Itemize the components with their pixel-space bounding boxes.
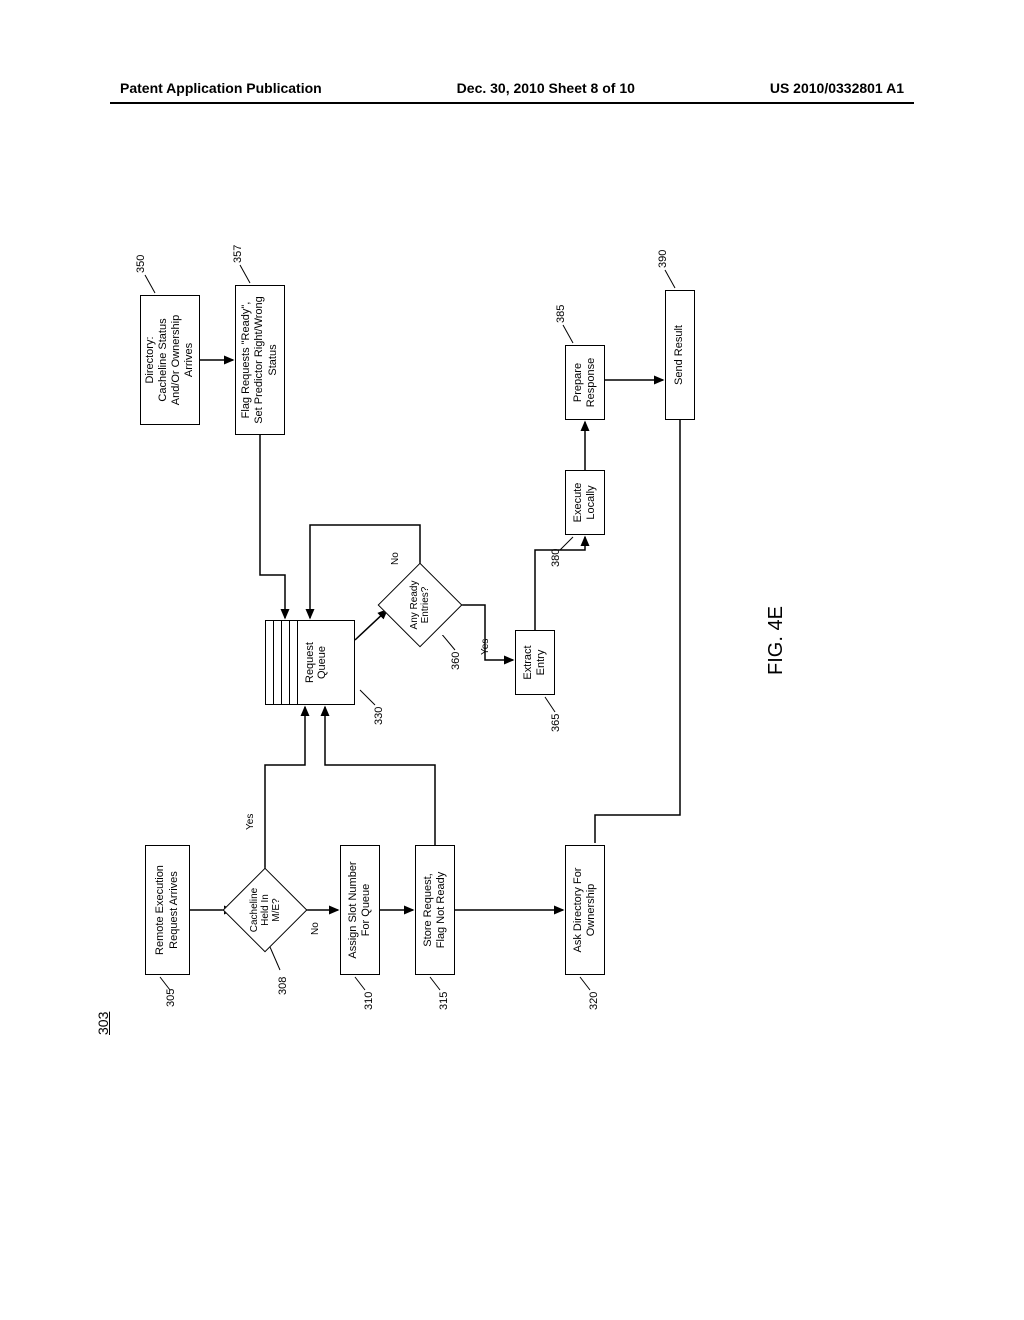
ref-360: 360: [450, 652, 462, 670]
header-center: Dec. 30, 2010 Sheet 8 of 10: [457, 80, 635, 96]
edge-no-1: No: [310, 922, 321, 935]
node-prepare-response: Prepare Response: [565, 345, 605, 420]
edge-yes-1: Yes: [245, 814, 256, 830]
figure-number: 303: [95, 1012, 111, 1035]
ref-330: 330: [373, 707, 385, 725]
edge-no-2: No: [390, 552, 401, 565]
figure-label: FIG. 4E: [765, 606, 788, 675]
node-ask-directory: Ask Directory For Ownership: [565, 845, 605, 975]
header-left: Patent Application Publication: [120, 80, 322, 96]
node-label: Cacheline Held In M/E?: [247, 886, 284, 934]
node-assign-slot: Assign Slot Number For Queue: [340, 845, 380, 975]
node-directory-status: Directory: Cacheline Status And/Or Owner…: [140, 295, 200, 425]
page-header: Patent Application Publication Dec. 30, …: [0, 80, 1024, 96]
node-store-request: Store Request, Flag Not Ready: [415, 845, 455, 975]
node-label: Flag Requests "Ready", Set Predictor Rig…: [240, 296, 280, 424]
node-label: Directory: Cacheline Status And/Or Owner…: [144, 315, 197, 405]
node-label: Extract Entry: [522, 645, 548, 679]
node-extract-entry: Extract Entry: [515, 630, 555, 695]
ref-350: 350: [135, 255, 147, 273]
ref-365: 365: [550, 714, 562, 732]
node-send-result: Send Result: [665, 290, 695, 420]
node-label: Assign Slot Number For Queue: [347, 861, 373, 958]
node-label: Prepare Response: [572, 358, 598, 408]
ref-390: 390: [657, 250, 669, 268]
node-label: Remote Execution Request Arrives: [154, 865, 180, 955]
ref-308: 308: [277, 977, 289, 995]
header-divider: [110, 102, 914, 104]
edge-yes-2: Yes: [480, 639, 491, 655]
ref-385: 385: [555, 305, 567, 323]
node-execute-locally: Execute Locally: [565, 470, 605, 535]
header-right: US 2010/0332801 A1: [770, 80, 904, 96]
node-label: Execute Locally: [572, 483, 598, 523]
ref-305: 305: [165, 989, 177, 1007]
node-label: Send Result: [673, 325, 686, 385]
node-label: Request Queue: [298, 621, 334, 704]
node-remote-exec-request: Remote Execution Request Arrives: [145, 845, 190, 975]
flowchart-diagram: Remote Execution Request Arrives 305 Cac…: [125, 235, 875, 995]
node-label: Store Request, Flag Not Ready: [422, 872, 448, 948]
ref-357: 357: [232, 245, 244, 263]
ref-380: 380: [550, 549, 562, 567]
node-request-queue: Request Queue: [265, 620, 355, 705]
ref-320: 320: [588, 992, 600, 1010]
node-flag-ready: Flag Requests "Ready", Set Predictor Rig…: [235, 285, 285, 435]
node-cacheline-held: Cacheline Held In M/E?: [235, 880, 295, 940]
node-label: Any Ready Entries?: [407, 579, 433, 632]
ref-315: 315: [438, 992, 450, 1010]
node-label: Ask Directory For Ownership: [572, 868, 598, 953]
node-any-ready: Any Ready Entries?: [390, 575, 450, 635]
ref-310: 310: [363, 992, 375, 1010]
